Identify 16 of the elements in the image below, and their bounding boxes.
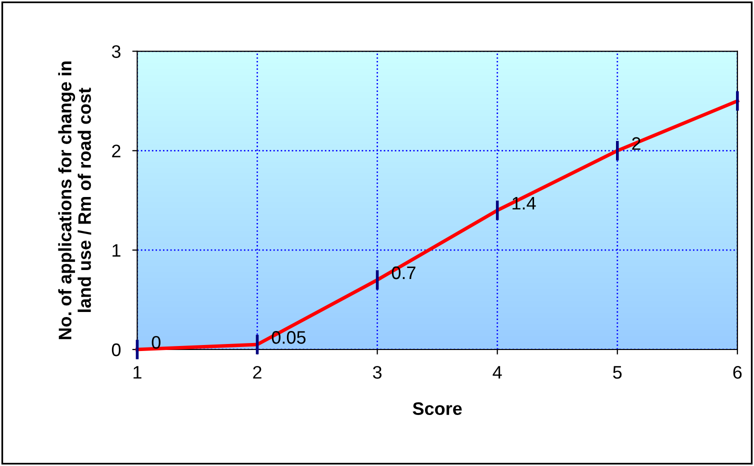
data-label: 0.7: [392, 266, 416, 280]
x-tick-label: 1: [134, 366, 142, 379]
data-label: 1.4: [512, 197, 536, 210]
y-tick-label: 1: [112, 244, 120, 257]
y-axis-title: No. of applications for change in land use / Rm of road cost: [58, 62, 92, 340]
y-tick-label: 2: [112, 144, 120, 158]
x-tick-label: 4: [492, 366, 502, 379]
y-tick-label: 3: [112, 45, 120, 58]
x-tick-label: 3: [372, 366, 382, 379]
x-tick-label: 6: [733, 366, 742, 379]
x-tick-label: 5: [613, 366, 622, 379]
y-tick-label: 0: [112, 343, 121, 356]
x-tick-label: 2: [253, 366, 262, 379]
x-axis-title: Score: [412, 402, 462, 416]
data-label: 0.05: [272, 331, 306, 344]
data-label: 0: [152, 336, 160, 349]
